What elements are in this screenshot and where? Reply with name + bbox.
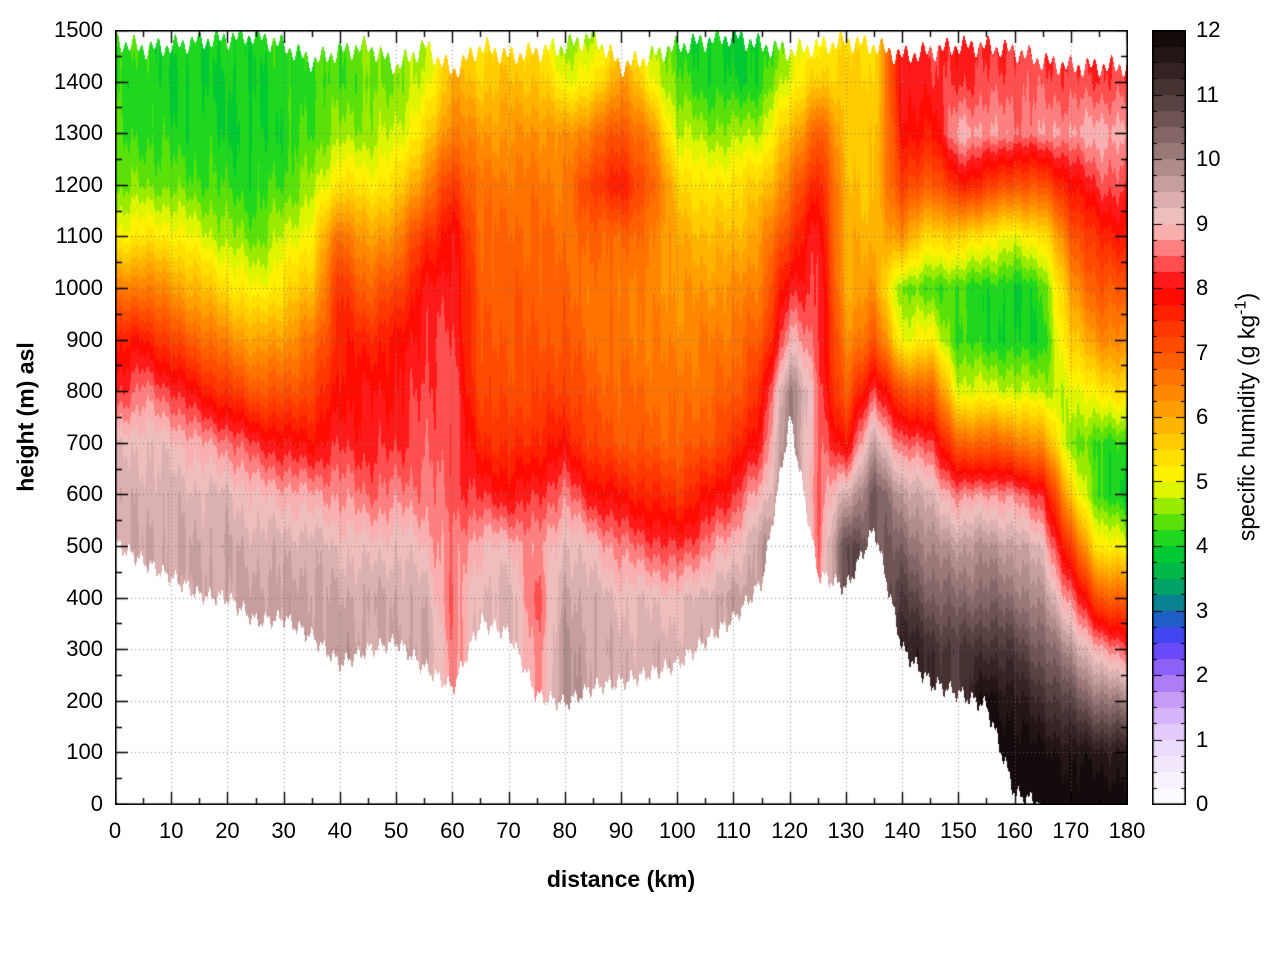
y-tick-label: 300 [66,636,103,662]
y-tick-label: 1200 [54,171,103,197]
y-tick-label: 500 [66,533,103,558]
y-tick-label: 700 [66,429,103,455]
colorbar-tick-label: 12 [1196,17,1221,42]
x-tick-label: 100 [658,818,696,843]
x-tick-label: 80 [552,818,578,843]
x-tick-label: 70 [496,818,521,843]
x-axis-title: distance (km) [546,866,696,892]
x-tick-label: 180 [1108,818,1146,843]
colorbar-tick-label: 10 [1196,146,1221,171]
x-tick-label: 120 [771,818,809,843]
y-tick-label: 1300 [54,120,103,146]
y-tick-label: 1500 [54,17,103,42]
colorbar-tick-label: 3 [1196,597,1209,623]
y-tick-label: 900 [66,326,103,352]
y-tick-label: 600 [66,481,103,507]
x-tick-label: 10 [158,818,184,843]
contour-plot-canvas [115,30,1128,805]
x-tick-label: 90 [608,818,634,843]
x-tick-label: 60 [440,818,465,843]
y-tick-label: 1000 [54,275,103,300]
colorbar-tick-label: 7 [1196,339,1209,365]
y-axis-title: height (m) asl [12,342,39,492]
x-tick-label: 0 [108,818,122,843]
x-tick-label: 130 [827,818,865,843]
x-tick-label: 110 [715,818,751,843]
y-tick-label: 1100 [55,223,103,249]
colorbar-tick-label: 6 [1196,404,1209,429]
colorbar-title-suffix: ) [1233,292,1260,301]
colorbar-tick-label: 1 [1196,726,1209,752]
colorbar-canvas [1152,30,1186,805]
colorbar-title-text: specific humidity (g kg [1233,314,1260,542]
x-tick-label: 40 [327,818,353,843]
colorbar-tick-label: 0 [1196,791,1209,816]
x-tick-label: 150 [939,818,977,843]
x-tick-label: 50 [383,818,409,843]
y-tick-label: 800 [66,378,103,404]
colorbar-tick-label: 9 [1196,210,1209,236]
x-tick-label: 20 [215,818,240,843]
colorbar-tick-label: 4 [1196,533,1209,558]
x-tick-label: 170 [1052,818,1090,843]
colorbar-tick-label: 11 [1196,81,1219,107]
colorbar-title-superscript: -1 [1231,300,1250,315]
y-tick-label: 1400 [54,68,103,94]
y-tick-label: 100 [66,739,103,765]
y-tick-label: 400 [66,584,103,610]
x-tick-label: 30 [271,818,296,843]
x-tick-label: 140 [883,818,921,843]
y-tick-label: 0 [90,791,103,816]
colorbar-tick-label: 8 [1196,275,1209,300]
colorbar-tick-label: 2 [1196,662,1209,687]
y-tick-label: 200 [66,687,103,713]
x-tick-label: 160 [996,818,1033,843]
colorbar-title: specific humidity (g kg-1) [1232,293,1261,541]
colorbar-tick-label: 5 [1196,468,1209,494]
